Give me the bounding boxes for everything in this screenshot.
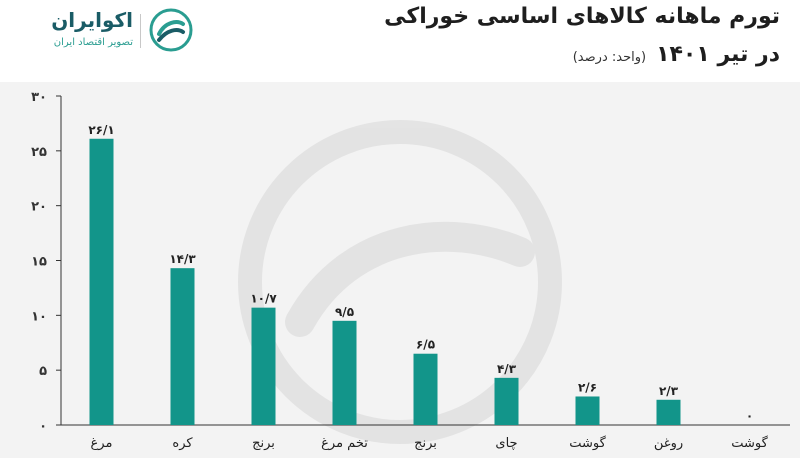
unit-note: (واحد: درصد) <box>572 50 647 65</box>
bar <box>494 377 519 425</box>
header: تورم ماهانه کالاهای اساسی خوراکی در تیر … <box>0 0 800 82</box>
bar-value-label: ۶/۵ <box>416 338 435 352</box>
bar <box>413 353 438 425</box>
data-labels-group: ۲۶/۱ ۱۴/۳ ۱۰/۷ ۹/۵ ۶/۵ ۴/۳ ۲/۶ ۲/۳ ۰ <box>88 123 753 423</box>
bar-value-label: ۴/۳ <box>497 362 517 376</box>
x-tick-label: گوشت <box>569 435 606 451</box>
brand-logo: اکوایران تصویر اقتصاد ایران <box>18 8 193 56</box>
ecoiran-logo-icon <box>149 8 193 52</box>
y-tick-label: ۱۰ <box>31 309 47 324</box>
logo-separator <box>140 14 141 48</box>
y-tick-label: ۵ <box>39 364 47 379</box>
y-tick-label: ۱۵ <box>31 255 47 270</box>
y-tick-label: ۳۰ <box>31 90 47 105</box>
bar-value-label: ۱۰/۷ <box>250 292 277 306</box>
bar-value-label: ۱۴/۳ <box>169 252 196 266</box>
bar <box>332 320 357 425</box>
x-tick-label: برنج <box>252 436 275 451</box>
chart-subtitle-text: در تیر ۱۴۰۱ <box>656 42 780 67</box>
x-tick-label: گوشت <box>731 435 768 451</box>
bar-value-label: ۹/۵ <box>335 305 354 319</box>
chart-subtitle: در تیر ۱۴۰۱ (واحد: درصد) <box>573 42 780 67</box>
brand-name: اکوایران <box>51 8 133 32</box>
bar-value-label: ۲۶/۱ <box>88 123 114 137</box>
x-tick-label: مرغ <box>91 436 113 451</box>
x-tick-label: کره <box>172 436 193 451</box>
bar-value-label: ۰ <box>746 409 753 423</box>
bar <box>251 307 276 425</box>
chart-title: تورم ماهانه کالاهای اساسی خوراکی <box>384 4 780 29</box>
bar <box>575 396 600 425</box>
bar-value-label: ۲/۳ <box>659 384 679 398</box>
bar-value-label: ۲/۶ <box>578 380 597 394</box>
bars-group <box>89 138 681 425</box>
x-tick-label: تخم مرغ <box>321 436 368 451</box>
watermark <box>238 120 562 444</box>
brand-tagline: تصویر اقتصاد ایران <box>53 37 133 48</box>
y-tick-label: ۰ <box>39 419 47 434</box>
x-tick-label: برنج <box>414 436 437 451</box>
y-tick-label: ۲۵ <box>31 145 47 160</box>
bar <box>89 138 114 425</box>
bar <box>170 268 195 425</box>
bar-chart: ۰ ۵ ۱۰ ۱۵ ۲۰ ۲۵ ۳۰ ۲۶/۱ ۱۴/۳ ۱۰/۷ ۹/۵ ۶/۵ ۴/۳ ۲/۶ ۲/۳… <box>31 90 790 451</box>
x-tick-label: روغن <box>654 436 683 451</box>
y-axis: ۰ ۵ ۱۰ ۱۵ ۲۰ ۲۵ ۳۰ <box>31 90 61 434</box>
bar <box>656 399 681 425</box>
y-tick-label: ۲۰ <box>31 200 47 215</box>
x-tick-label: چای <box>495 436 517 451</box>
x-axis-labels-group: مرغ کره برنج تخم مرغ برنج چای گوشت روغن گوشت <box>91 435 769 451</box>
